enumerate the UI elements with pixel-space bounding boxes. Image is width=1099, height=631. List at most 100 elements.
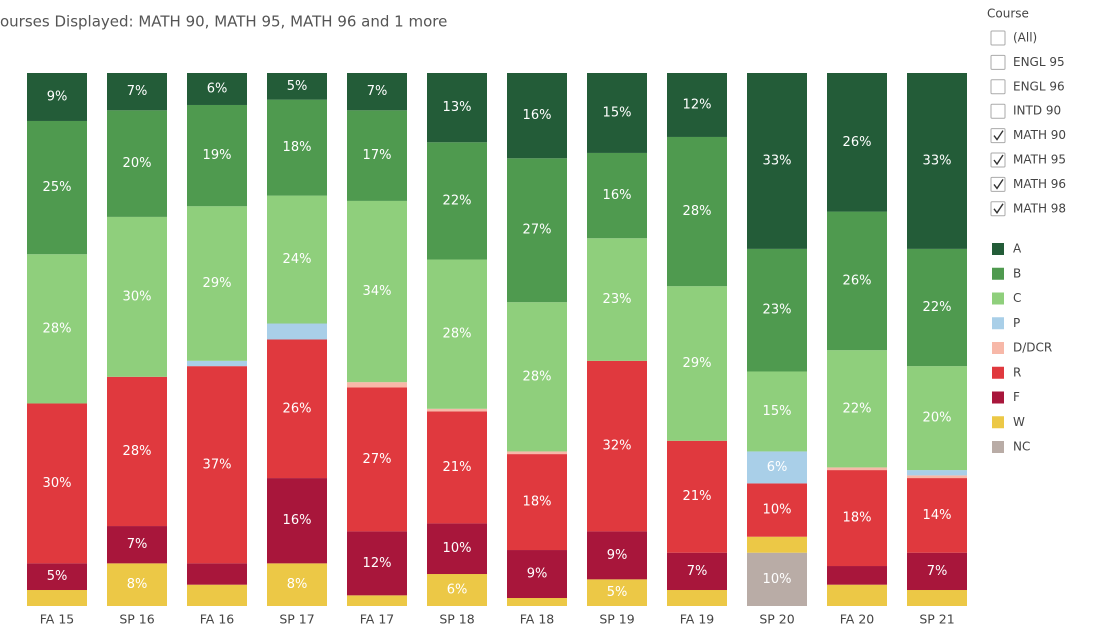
data-label: 7% xyxy=(127,537,148,552)
bar-segment xyxy=(747,73,807,249)
bar-segment xyxy=(107,376,167,527)
bar-segment xyxy=(427,411,487,524)
checkmark xyxy=(993,154,1004,166)
data-label: 33% xyxy=(923,153,952,168)
data-label: 14% xyxy=(923,508,952,523)
bar-segment xyxy=(667,440,727,553)
data-label: 15% xyxy=(763,404,792,419)
x-tick-label: FA 20 xyxy=(840,612,875,627)
data-label: 37% xyxy=(203,457,232,472)
data-label: 9% xyxy=(607,548,628,563)
bar-segment xyxy=(267,478,327,564)
data-label: 7% xyxy=(367,84,388,99)
legend-label: F xyxy=(1013,390,1020,404)
data-label: 28% xyxy=(683,204,712,219)
data-label: 6% xyxy=(767,460,788,475)
data-label: 28% xyxy=(43,321,72,336)
bar-segment xyxy=(27,403,87,564)
bar-segment xyxy=(907,366,967,471)
bar-segment xyxy=(427,574,487,606)
data-label: 29% xyxy=(683,356,712,371)
bar-segment xyxy=(27,254,87,404)
checkbox[interactable] xyxy=(990,54,1006,70)
bar-segment xyxy=(907,248,967,367)
bar-segment xyxy=(507,598,567,606)
bar-segment xyxy=(827,211,887,351)
data-label: 27% xyxy=(363,452,392,467)
filter-option[interactable]: (All) xyxy=(1013,31,1037,45)
data-label: 26% xyxy=(283,401,312,416)
checkmark xyxy=(993,130,1004,141)
bar-segment xyxy=(587,238,647,361)
bar-segment xyxy=(907,475,967,479)
bar-segment xyxy=(587,152,647,239)
bar-segment xyxy=(187,360,247,367)
filter-option[interactable]: MATH 90 xyxy=(1013,128,1066,142)
x-tick-label: SP 17 xyxy=(279,612,314,627)
legend-swatch xyxy=(992,391,1004,404)
filter-option[interactable]: MATH 98 xyxy=(1013,201,1066,215)
data-label: 21% xyxy=(443,460,472,475)
data-label: 25% xyxy=(43,180,72,195)
data-label: 27% xyxy=(523,223,552,238)
bar-segment xyxy=(667,73,727,137)
bar-segment xyxy=(667,286,727,441)
bar-segment xyxy=(187,73,247,105)
checkbox[interactable] xyxy=(990,103,1006,119)
data-label: 20% xyxy=(123,156,152,171)
bar-segment xyxy=(827,467,887,471)
bar-segment xyxy=(187,104,247,207)
filter-option[interactable]: INTD 90 xyxy=(1013,104,1061,118)
bar-segment xyxy=(907,470,967,476)
data-label: 30% xyxy=(123,289,152,304)
legend-swatch xyxy=(992,267,1004,280)
data-label: 18% xyxy=(843,511,872,526)
filter-option[interactable]: MATH 96 xyxy=(1013,177,1066,191)
bar-segment xyxy=(587,579,647,606)
data-label: 19% xyxy=(203,148,232,163)
legend-label: W xyxy=(1013,415,1025,429)
filter-option[interactable]: ENGL 95 xyxy=(1013,55,1065,69)
data-label: 13% xyxy=(443,100,472,115)
bar-segment xyxy=(187,584,247,606)
legend-swatch xyxy=(992,416,1004,429)
legend-label: B xyxy=(1013,266,1021,280)
data-label: 33% xyxy=(763,153,792,168)
data-label: 7% xyxy=(927,564,948,579)
x-tick-label: FA 15 xyxy=(40,612,74,627)
legend-label: D/DCR xyxy=(1013,341,1052,355)
x-tick-label: SP 21 xyxy=(919,612,954,627)
x-tick-label: FA 19 xyxy=(680,612,715,627)
bar-segment xyxy=(667,590,727,606)
bar-segment xyxy=(347,73,407,111)
bar-segment xyxy=(507,302,567,452)
data-label: 26% xyxy=(843,273,872,288)
bar-segment xyxy=(347,387,407,532)
filter-option[interactable]: MATH 95 xyxy=(1013,153,1066,167)
legend-swatch xyxy=(992,441,1004,453)
legend-label: P xyxy=(1013,316,1020,330)
data-label: 18% xyxy=(523,495,552,510)
data-label: 16% xyxy=(283,513,312,528)
data-label: 12% xyxy=(683,97,712,112)
checkbox[interactable] xyxy=(990,79,1006,95)
bar-segment xyxy=(507,158,567,303)
legend-label: NC xyxy=(1013,440,1030,454)
bar-segment xyxy=(27,590,87,606)
data-label: 17% xyxy=(363,148,392,163)
checkmark xyxy=(993,203,1004,215)
filter-option[interactable]: ENGL 96 xyxy=(1013,79,1065,93)
bar-segment xyxy=(827,73,887,212)
bar-segment xyxy=(267,195,327,324)
bar-segment xyxy=(747,552,807,606)
bar-segment xyxy=(427,142,487,260)
checkbox[interactable] xyxy=(990,30,1006,46)
legend-label: C xyxy=(1013,291,1021,305)
x-tick-label: SP 20 xyxy=(759,612,794,627)
x-tick-label: FA 18 xyxy=(520,612,555,627)
bar-segment xyxy=(907,478,967,553)
bar-segment xyxy=(827,350,887,468)
legend-swatch xyxy=(992,317,1004,330)
bar-segment xyxy=(107,563,167,606)
data-label: 32% xyxy=(603,439,632,454)
